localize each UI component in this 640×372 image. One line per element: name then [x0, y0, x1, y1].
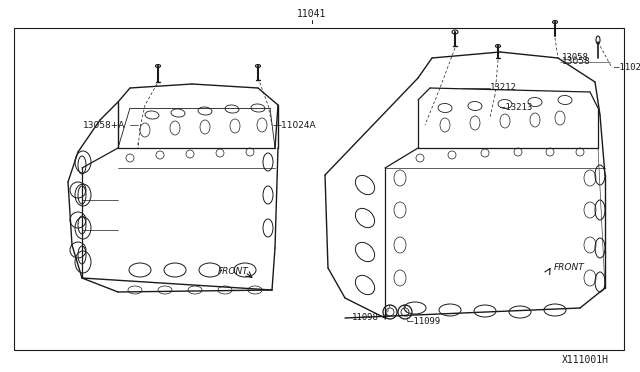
Text: FRONT: FRONT — [554, 263, 585, 273]
Bar — [14, 28, 624, 350]
Text: —11024A: —11024A — [273, 121, 317, 129]
Text: 13212: 13212 — [490, 83, 517, 93]
Text: —11024A: —11024A — [614, 64, 640, 73]
Text: 13058: 13058 — [562, 58, 591, 67]
Text: 13058: 13058 — [562, 54, 589, 62]
Text: 11041: 11041 — [297, 9, 326, 19]
Text: —11099: —11099 — [408, 317, 440, 327]
Text: X111001H: X111001H — [562, 355, 609, 365]
Text: 11098: 11098 — [352, 314, 379, 323]
Text: FRONT: FRONT — [218, 267, 249, 276]
Text: —13213: —13213 — [500, 103, 532, 112]
Text: 13058+A: 13058+A — [83, 121, 125, 129]
